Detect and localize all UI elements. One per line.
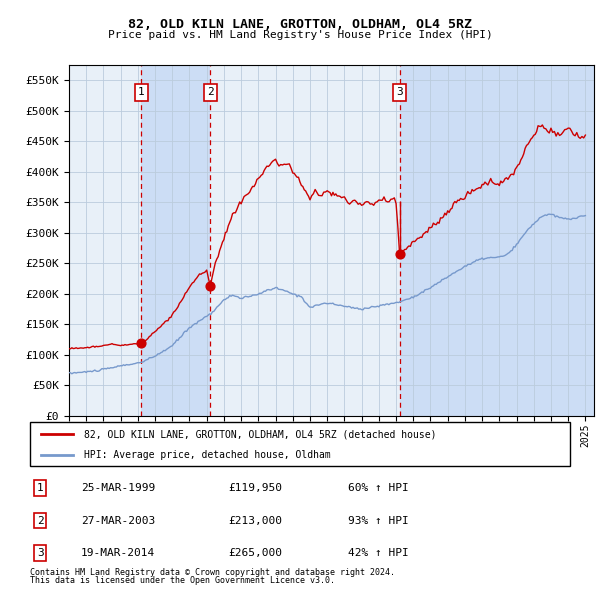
Text: This data is licensed under the Open Government Licence v3.0.: This data is licensed under the Open Gov… [30, 576, 335, 585]
Text: 25-MAR-1999: 25-MAR-1999 [81, 483, 155, 493]
Text: £119,950: £119,950 [228, 483, 282, 493]
Text: 1: 1 [138, 87, 145, 97]
Text: 60% ↑ HPI: 60% ↑ HPI [348, 483, 409, 493]
Point [205, 281, 215, 291]
Text: 93% ↑ HPI: 93% ↑ HPI [348, 516, 409, 526]
Text: Contains HM Land Registry data © Crown copyright and database right 2024.: Contains HM Land Registry data © Crown c… [30, 568, 395, 577]
Text: Price paid vs. HM Land Registry's House Price Index (HPI): Price paid vs. HM Land Registry's House … [107, 30, 493, 40]
Text: 42% ↑ HPI: 42% ↑ HPI [348, 548, 409, 558]
Text: 2: 2 [207, 87, 214, 97]
Text: 82, OLD KILN LANE, GROTTON, OLDHAM, OL4 5RZ: 82, OLD KILN LANE, GROTTON, OLDHAM, OL4 … [128, 18, 472, 31]
Text: 82, OLD KILN LANE, GROTTON, OLDHAM, OL4 5RZ (detached house): 82, OLD KILN LANE, GROTTON, OLDHAM, OL4 … [84, 430, 437, 439]
Text: 1: 1 [37, 483, 44, 493]
Text: HPI: Average price, detached house, Oldham: HPI: Average price, detached house, Oldh… [84, 450, 331, 460]
Text: 2: 2 [37, 516, 44, 526]
Point [395, 250, 404, 259]
Text: 3: 3 [396, 87, 403, 97]
Text: 27-MAR-2003: 27-MAR-2003 [81, 516, 155, 526]
Text: £265,000: £265,000 [228, 548, 282, 558]
Bar [142, 65, 210, 416]
Text: £213,000: £213,000 [228, 516, 282, 526]
Text: 3: 3 [37, 548, 44, 558]
Text: 19-MAR-2014: 19-MAR-2014 [81, 548, 155, 558]
Bar [400, 65, 594, 416]
Point [137, 338, 146, 348]
FancyBboxPatch shape [30, 422, 570, 466]
